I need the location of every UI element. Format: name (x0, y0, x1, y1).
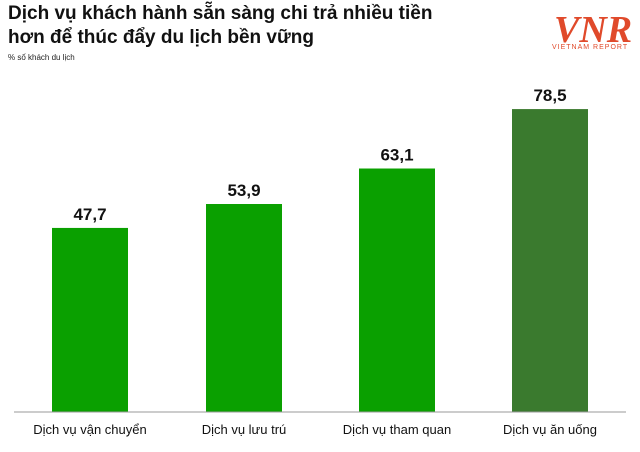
vnr-logo: VNR (554, 9, 632, 51)
category-label-4: Dịch vụ ăn uống (503, 422, 597, 437)
logo-text: VIETNAM REPORT (552, 44, 629, 51)
category-label-2: Dịch vụ lưu trú (202, 422, 287, 437)
chart-title: Dịch vụ khách hành sẵn sàng chi trả nhiề… (8, 3, 433, 48)
value-label-2: 53,9 (227, 181, 260, 200)
bar-4 (512, 109, 588, 413)
bar-1 (52, 227, 128, 412)
value-label-3: 63,1 (380, 146, 413, 165)
category-label-3: Dịch vụ tham quan (343, 422, 451, 437)
bar-3 (359, 168, 435, 412)
logo-mark: VNR (554, 9, 632, 51)
value-label-4: 78,5 (533, 86, 566, 105)
category-label-1: Dịch vụ vận chuyển (33, 422, 146, 437)
value-label-1: 47,7 (73, 205, 106, 224)
chart-subtitle: % số khách du lịch (8, 53, 75, 62)
bar-2 (206, 204, 282, 412)
